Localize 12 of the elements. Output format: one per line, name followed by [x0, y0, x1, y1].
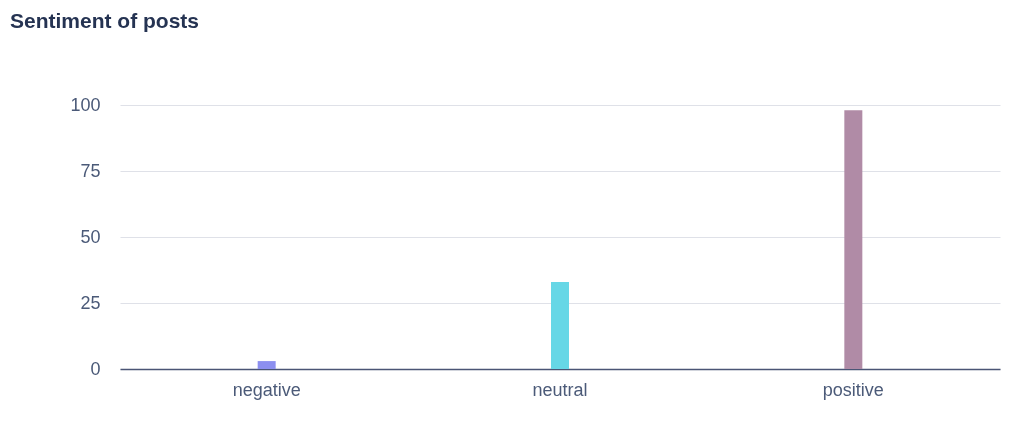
x-tick-label: neutral: [532, 379, 588, 400]
y-tick-label: 0: [90, 358, 101, 379]
bar: [551, 281, 569, 369]
y-tick-label: 50: [80, 226, 101, 247]
y-tick-label: 25: [80, 292, 101, 313]
y-tick-label: 100: [70, 94, 101, 115]
bar: [844, 110, 863, 369]
x-tick-label: positive: [822, 379, 884, 400]
bar: [257, 361, 276, 369]
chart-title: Sentiment of posts: [10, 9, 200, 32]
y-tick-label: 75: [80, 160, 101, 181]
x-tick-label: negative: [232, 379, 301, 400]
